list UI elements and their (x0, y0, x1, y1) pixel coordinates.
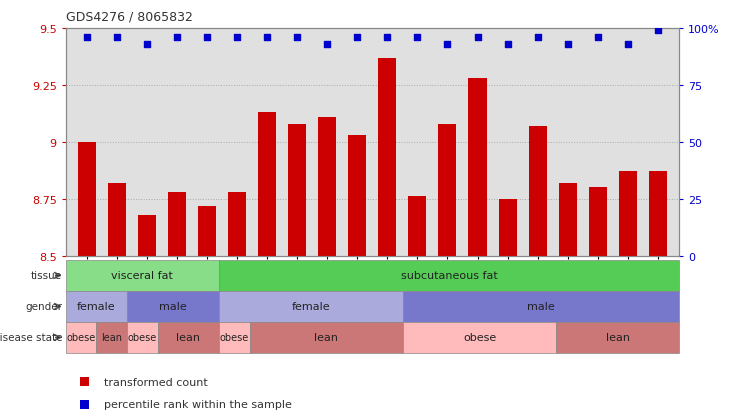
Bar (127, 291, 219, 322)
Bar (619, 172, 637, 256)
Text: subcutaneous fat: subcutaneous fat (401, 271, 497, 281)
Bar (158, 322, 219, 353)
Bar (348, 136, 366, 256)
Bar (77, 142, 96, 256)
Text: lean: lean (606, 332, 629, 343)
Point (261, 35, 273, 41)
Bar (168, 192, 186, 256)
Text: gender: gender (25, 301, 62, 312)
Point (502, 41, 513, 48)
Text: transformed count: transformed count (104, 377, 207, 387)
Point (231, 35, 243, 41)
Bar (127, 322, 158, 353)
Bar (408, 197, 426, 256)
Text: obese: obese (66, 332, 96, 343)
Bar (318, 118, 337, 256)
Bar (219, 291, 403, 322)
Point (141, 41, 153, 48)
Text: male: male (159, 301, 187, 312)
Bar (138, 215, 156, 256)
Bar (649, 172, 667, 256)
Bar (439, 124, 456, 256)
Text: male: male (527, 301, 555, 312)
Point (562, 41, 574, 48)
Text: disease state: disease state (0, 332, 62, 343)
Text: GDS4276 / 8065832: GDS4276 / 8065832 (66, 10, 193, 23)
Text: obese: obese (220, 332, 249, 343)
Text: female: female (77, 301, 115, 312)
Point (592, 35, 604, 41)
Point (291, 35, 303, 41)
Bar (529, 126, 547, 256)
Bar (66, 322, 96, 353)
Bar (66, 260, 219, 291)
Point (472, 35, 483, 41)
Bar (219, 260, 679, 291)
Text: lean: lean (101, 332, 122, 343)
Point (351, 35, 363, 41)
Point (201, 35, 213, 41)
Text: female: female (292, 301, 330, 312)
Bar (469, 79, 486, 256)
Text: obese: obese (128, 332, 157, 343)
Text: lean: lean (177, 332, 200, 343)
Bar (219, 322, 250, 353)
Point (321, 41, 333, 48)
Text: obese: obese (463, 332, 496, 343)
Bar (250, 322, 403, 353)
Text: tissue: tissue (31, 271, 62, 281)
Point (412, 35, 423, 41)
Bar (288, 124, 306, 256)
Bar (403, 291, 679, 322)
Bar (198, 206, 216, 256)
Bar (588, 188, 607, 256)
Bar (558, 183, 577, 256)
Bar (66, 291, 127, 322)
Point (622, 41, 634, 48)
Bar (403, 322, 556, 353)
Text: lean: lean (315, 332, 338, 343)
Bar (228, 192, 246, 256)
Point (81, 35, 93, 41)
Bar (96, 322, 127, 353)
Point (171, 35, 182, 41)
Bar (556, 322, 679, 353)
Point (111, 35, 123, 41)
Point (652, 28, 664, 34)
Text: percentile rank within the sample: percentile rank within the sample (104, 399, 291, 409)
Bar (108, 183, 126, 256)
Text: visceral fat: visceral fat (112, 271, 173, 281)
Bar (258, 113, 276, 256)
Point (442, 41, 453, 48)
Point (531, 35, 543, 41)
Point (382, 35, 393, 41)
Bar (499, 199, 517, 256)
Bar (378, 59, 396, 256)
